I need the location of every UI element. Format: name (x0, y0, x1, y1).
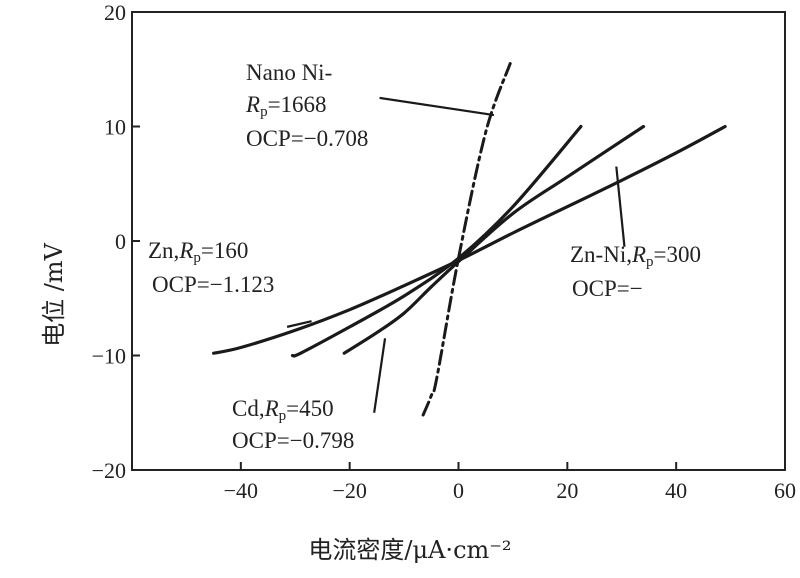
x-tick-label: 40 (665, 478, 687, 503)
annotation-cd: Cd,Rp=450 OCP=−0.798 (232, 396, 354, 453)
x-tick-label: 60 (774, 478, 796, 503)
y-tick-label: −10 (92, 344, 126, 369)
annotation-zn-rp-sub: p (193, 250, 201, 266)
annotation-cd-name: Cd, (232, 396, 265, 421)
annotation-zn-ni-name: Zn-Ni, (570, 242, 632, 267)
y-tick-label: 10 (104, 115, 126, 140)
annotation-cd-rp-sub: p (279, 408, 287, 424)
annotation-cd-rp-value: =450 (286, 396, 333, 421)
annotation-nano-ni-ocp: OCP=−0.708 (246, 126, 368, 151)
series-line-zn (212, 124, 727, 355)
series-line-nano-ni (421, 62, 512, 417)
leader-cd (373, 338, 387, 413)
annotation-nano-ni-rp-value: =1668 (268, 92, 327, 117)
x-tick-label: 20 (556, 478, 578, 503)
annotation-cd-rp-symbol: R (264, 396, 279, 421)
x-tick-label: −20 (332, 478, 366, 503)
svg-text:Rp=1668: Rp=1668 (245, 92, 327, 120)
annotation-zn-ni-ocp: OCP=− (572, 276, 643, 301)
annotation-zn-ni: Zn-Ni,Rp=300 OCP=− (570, 242, 701, 301)
annotation-nano-ni-rp-sub: p (260, 104, 268, 120)
svg-text:Zn-Ni,Rp=300: Zn-Ni,Rp=300 (570, 242, 701, 270)
series-line-zn-ni (290, 124, 583, 358)
annotation-zn-ni-rp-sub: p (646, 254, 654, 270)
leader-zn-ni (615, 166, 626, 247)
svg-text:Cd,Rp=450: Cd,Rp=450 (232, 396, 334, 424)
annotation-zn-ni-rp-symbol: R (631, 242, 646, 267)
x-tick-label: 0 (453, 478, 464, 503)
annotation-nano-ni: Nano Ni- Rp=1668 OCP=−0.708 (245, 60, 368, 151)
series-line-cd (342, 124, 646, 355)
annotation-zn-ni-rp-value: =300 (654, 242, 701, 267)
annotation-nano-ni-line1: Nano Ni- (246, 60, 332, 85)
y-tick-label: 20 (104, 0, 126, 25)
annotation-zn-rp-symbol: R (178, 238, 193, 263)
y-tick-label: −20 (92, 458, 126, 483)
leader-nano-ni (379, 96, 495, 117)
series-layer (212, 62, 727, 417)
axis-ticks: −40 −20 0 20 40 60 −20 −10 0 10 20 (92, 0, 796, 503)
annotation-nano-ni-rp-symbol: R (245, 92, 260, 117)
y-axis-title: 电位 /mV (40, 242, 68, 346)
annotation-zn-rp-value: =160 (201, 238, 248, 263)
annotation-zn-ocp: OCP=−1.123 (152, 272, 274, 297)
x-tick-label: −40 (224, 478, 258, 503)
leader-zn (286, 320, 312, 328)
y-tick-label: 0 (115, 229, 126, 254)
annotation-cd-ocp: OCP=−0.798 (232, 428, 354, 453)
annotation-zn: Zn,Rp=160 OCP=−1.123 (148, 238, 274, 297)
annotation-zn-name: Zn, (148, 238, 179, 263)
x-axis-title: 电流密度/μA·cm⁻² (308, 536, 511, 564)
annotation-leaders (286, 96, 626, 413)
svg-text:Zn,Rp=160: Zn,Rp=160 (148, 238, 248, 266)
